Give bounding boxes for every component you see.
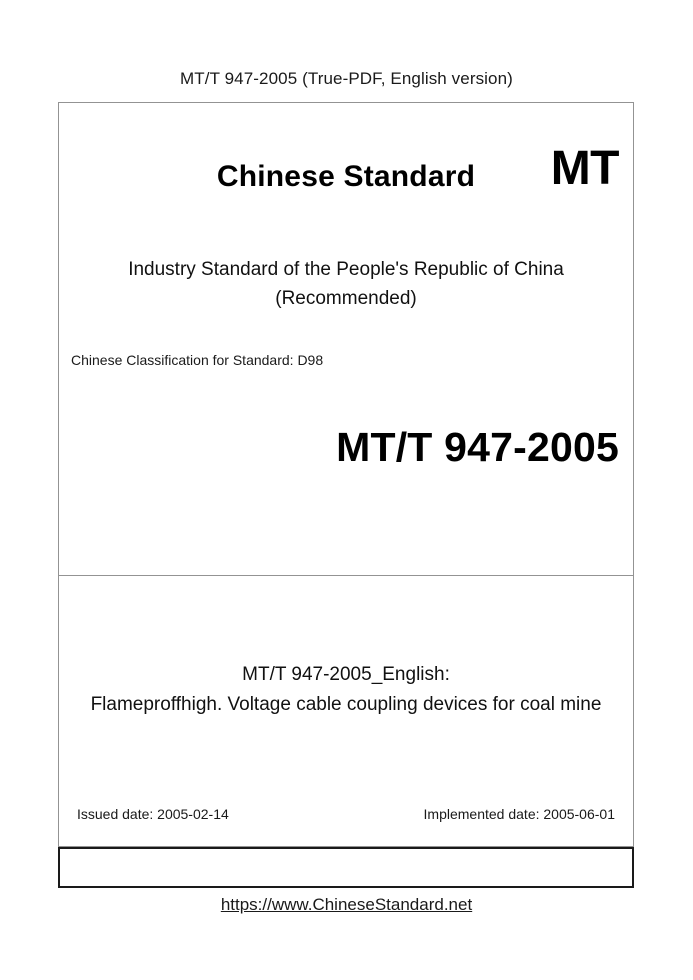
issued-date: Issued date: 2005-02-14 <box>77 806 229 822</box>
cover-frame: Chinese Standard MT Industry Standard of… <box>58 102 634 847</box>
subtitle-block: Industry Standard of the People's Republ… <box>59 255 633 313</box>
english-title-line-2: Flameproffhigh. Voltage cable coupling d… <box>90 694 602 715</box>
classification-code: Chinese Classification for Standard: D98 <box>71 352 324 368</box>
cover-upper-section: Chinese Standard MT Industry Standard of… <box>59 103 633 576</box>
cover-lower-section: MT/T 947-2005_English: Flameproffhigh. V… <box>59 576 633 846</box>
dates-row: Issued date: 2005-02-14 Implemented date… <box>59 804 633 824</box>
footer: https://www.ChineseStandard.net <box>0 894 693 916</box>
subtitle-line-2: (Recommended) <box>275 288 417 309</box>
implemented-date: Implemented date: 2005-06-01 <box>423 806 615 822</box>
english-title-line-1: MT/T 947-2005_English: <box>242 664 450 685</box>
bottom-empty-bar <box>58 847 634 888</box>
footer-url-link[interactable]: https://www.ChineseStandard.net <box>220 895 473 914</box>
page-title: Chinese Standard <box>216 160 476 193</box>
english-title-block: MT/T 947-2005_English: Flameproffhigh. V… <box>59 660 633 720</box>
standard-number: MT/T 947-2005 <box>336 424 619 470</box>
subtitle-line-1: Industry Standard of the People's Republ… <box>128 259 564 280</box>
mt-logo: MT <box>550 142 620 195</box>
title-row: Chinese Standard MT <box>59 143 633 205</box>
document-header-caption: MT/T 947-2005 (True-PDF, English version… <box>180 69 513 88</box>
